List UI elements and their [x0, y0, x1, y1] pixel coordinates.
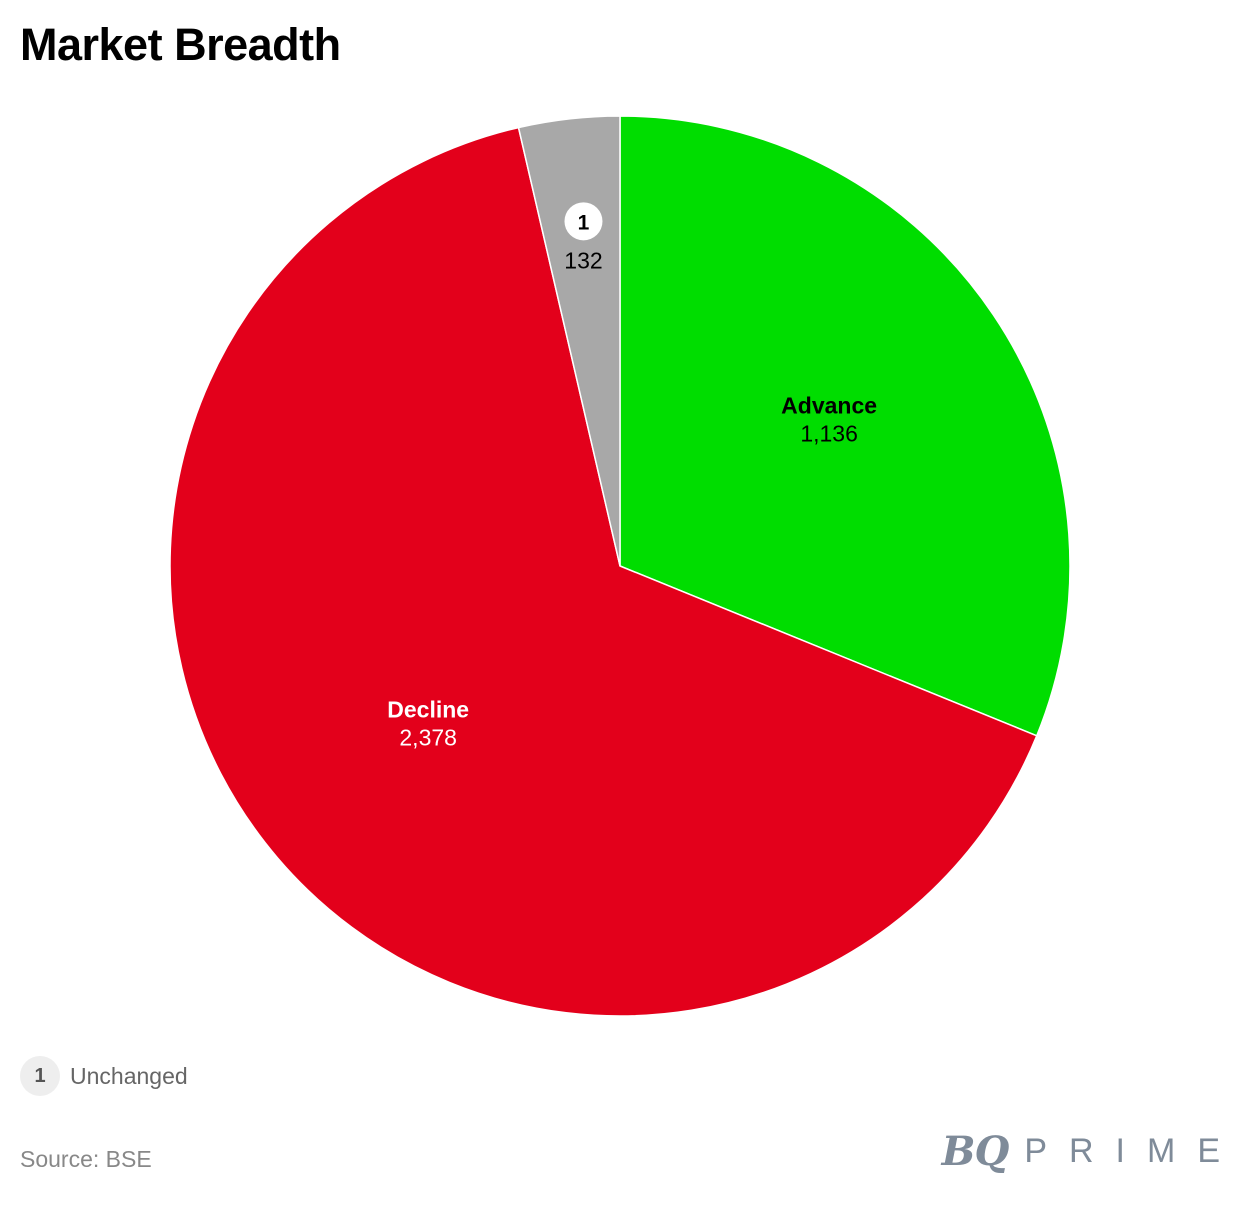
- legend: 1 Unchanged: [20, 1056, 188, 1096]
- logo-bq: BQ: [941, 1128, 1010, 1175]
- slice-label-advance: Advance: [781, 392, 877, 418]
- pie-slice-decline: [169, 126, 1038, 1017]
- slice-label-decline: Decline: [387, 696, 469, 722]
- slice-value-advance: 1,136: [800, 420, 858, 446]
- pie-slice-advance: [619, 115, 1071, 737]
- logo-prime: PRIME: [1024, 1132, 1240, 1170]
- slice-marker-text-unchanged: 1: [578, 211, 590, 234]
- bq-prime-logo: BQ PRIME: [942, 1128, 1220, 1175]
- slice-marker-unchanged: [564, 202, 603, 241]
- slice-value-decline: 2,378: [399, 724, 457, 750]
- slice-value-unchanged: 132: [564, 247, 602, 273]
- source-note: Source: BSE: [20, 1146, 152, 1172]
- legend-label: Unchanged: [70, 1062, 188, 1089]
- legend-marker: 1: [20, 1056, 60, 1096]
- chart-title: Market Breadth: [20, 19, 341, 70]
